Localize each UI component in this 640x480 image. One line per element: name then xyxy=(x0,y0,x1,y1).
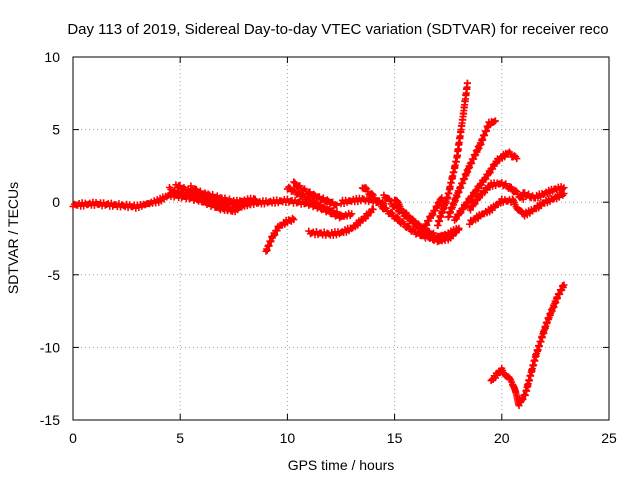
data-point-markers xyxy=(419,194,446,237)
axis-ticks: 0 5 10 15 20 25 10 5 0 -5 -10 -15 xyxy=(40,49,617,446)
chart-title: Day 113 of 2019, Sidereal Day-to-day VTE… xyxy=(67,21,608,38)
series-trace-6 xyxy=(262,214,298,255)
data-point-markers xyxy=(466,179,527,214)
data-point-markers xyxy=(262,214,298,255)
data-point-markers xyxy=(283,183,356,222)
data-point-markers xyxy=(434,79,471,229)
series-trace-8 xyxy=(290,178,341,209)
series-trace-16 xyxy=(444,117,499,221)
data-point-markers xyxy=(391,196,463,246)
y-tick-label: 0 xyxy=(52,194,60,210)
y-tick-label: -5 xyxy=(48,267,61,283)
series-trace-21 xyxy=(487,281,568,410)
grid xyxy=(73,57,609,420)
x-axis-label: GPS time / hours xyxy=(288,457,395,473)
data-point-markers xyxy=(290,178,341,209)
data-point-markers xyxy=(487,281,568,410)
plot-frame xyxy=(72,56,610,421)
x-tick-label: 15 xyxy=(387,430,403,446)
data-point-markers xyxy=(444,117,499,221)
y-tick-label: -10 xyxy=(40,339,60,355)
series-trace-9 xyxy=(305,205,377,239)
x-tick-label: 0 xyxy=(69,430,77,446)
y-tick-label: 5 xyxy=(52,122,60,138)
series-trace-13 xyxy=(391,196,463,246)
data-point-markers xyxy=(466,190,568,228)
series-trace-15 xyxy=(434,79,471,229)
series-trace-20 xyxy=(519,183,568,202)
x-tick-label: 20 xyxy=(494,430,510,446)
y-axis-label: SDTVAR / TECUs xyxy=(5,182,21,294)
data-point-markers xyxy=(451,148,521,224)
series-trace-14 xyxy=(419,194,446,237)
series-trace-17 xyxy=(451,148,521,224)
x-tick-label: 10 xyxy=(280,430,296,446)
data-point-markers xyxy=(305,205,377,239)
data-points xyxy=(69,79,568,410)
x-tick-label: 5 xyxy=(176,430,184,446)
y-tick-label: 10 xyxy=(44,49,60,65)
x-tick-label: 25 xyxy=(601,430,617,446)
series-trace-7 xyxy=(283,183,356,222)
y-tick-label: -15 xyxy=(40,412,60,428)
series-trace-19 xyxy=(466,190,568,228)
data-point-markers xyxy=(519,183,568,202)
series-trace-18 xyxy=(466,179,527,214)
